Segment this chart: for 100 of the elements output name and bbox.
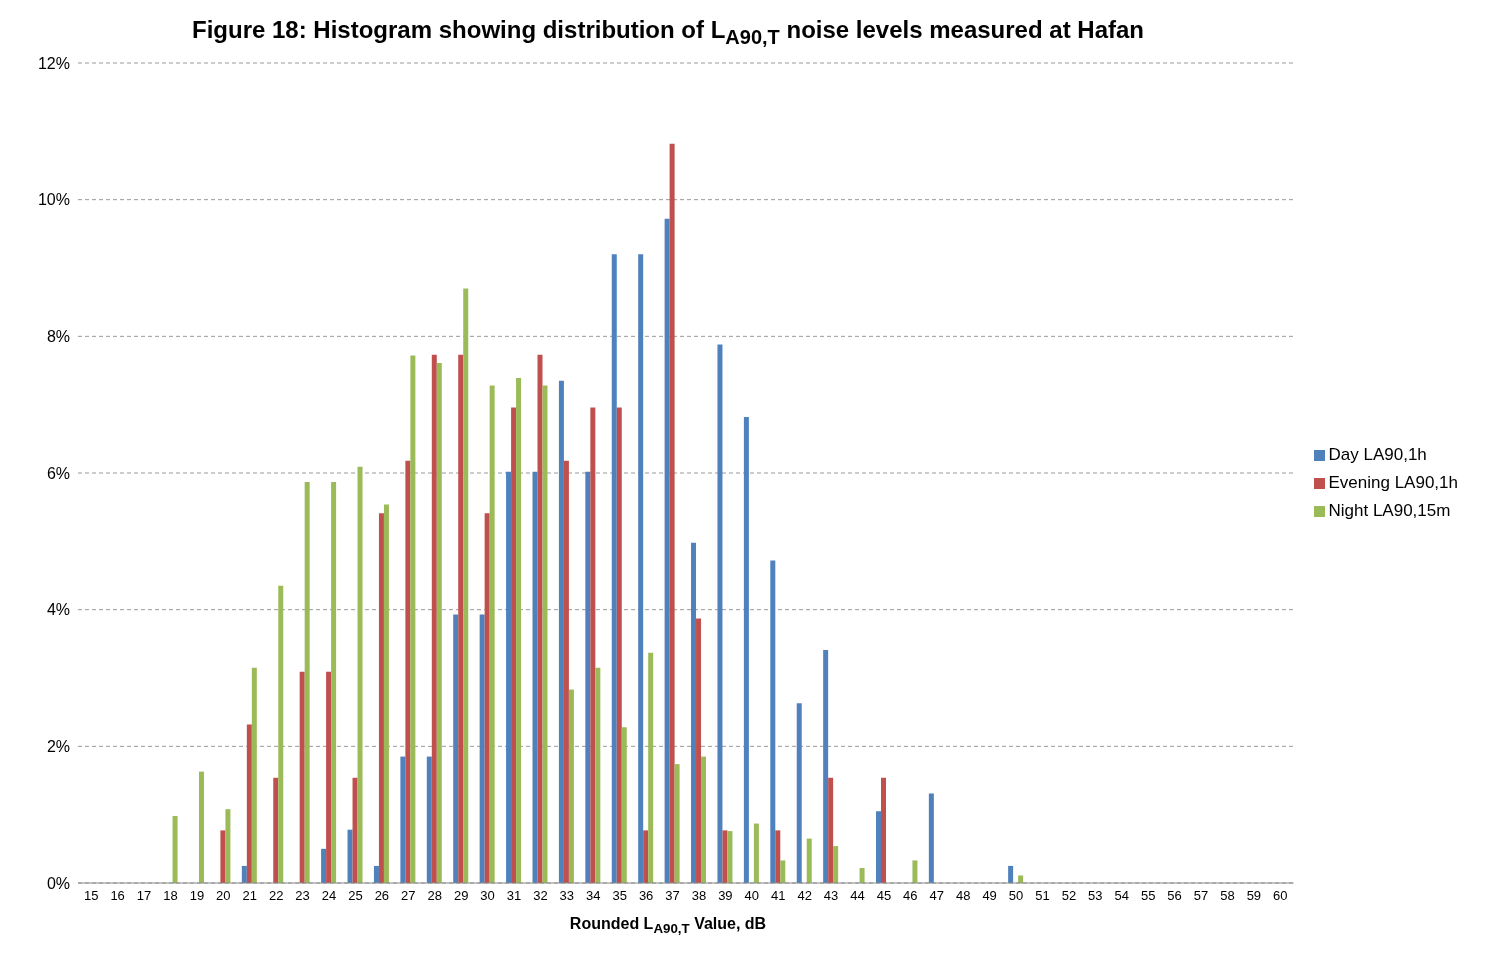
x-tick-label: 29	[453, 888, 469, 904]
bar	[304, 481, 310, 883]
bar	[436, 362, 442, 883]
x-tick-label: 59	[1246, 888, 1262, 904]
x-tick-label: 52	[1061, 888, 1077, 904]
x-tick-label: 58	[1220, 888, 1235, 904]
y-tick-label: 8%	[46, 327, 70, 345]
x-tick-label: 38	[691, 888, 707, 904]
bar	[563, 460, 569, 883]
x-tick-label: 27	[401, 888, 416, 904]
x-tick-label: 43	[823, 888, 839, 904]
bar	[278, 585, 284, 883]
bar	[691, 542, 697, 883]
x-tick-label: 39	[718, 888, 733, 904]
bar	[775, 830, 781, 883]
bar	[643, 830, 649, 883]
bar	[426, 756, 432, 883]
bar	[648, 652, 654, 883]
bar	[1018, 875, 1024, 883]
bar	[770, 560, 776, 883]
x-tick-label: 25	[348, 888, 363, 904]
x-tick-label: 32	[533, 888, 548, 904]
x-tick-label: 17	[136, 888, 152, 904]
bar	[833, 845, 839, 883]
bar	[273, 777, 279, 883]
y-tick-label: 4%	[46, 601, 70, 619]
y-tick-label: 0%	[46, 874, 70, 892]
bar	[299, 671, 305, 883]
bar	[489, 385, 495, 883]
bar	[912, 860, 918, 883]
x-tick-label: 41	[771, 888, 786, 904]
bar	[326, 671, 332, 883]
bar	[532, 471, 538, 883]
x-tick-label: 44	[850, 888, 865, 904]
bar	[321, 848, 327, 883]
legend-label: Evening LA90,1h	[1328, 472, 1458, 492]
bar	[796, 703, 802, 883]
bar	[881, 777, 886, 883]
bar	[611, 254, 617, 883]
bar	[458, 354, 464, 883]
bar	[378, 513, 384, 883]
x-tick-label: 35	[612, 888, 627, 904]
x-tick-label: 60	[1273, 888, 1288, 904]
x-tick-label: 49	[982, 888, 997, 904]
x-tick-label: 45	[876, 888, 892, 904]
x-tick-label: 55	[1140, 888, 1156, 904]
bar	[511, 407, 517, 883]
legend-label: Night LA90,15m	[1328, 500, 1451, 520]
x-tick-label: 33	[559, 888, 575, 904]
bar	[537, 354, 543, 883]
x-tick-label: 46	[903, 888, 918, 904]
bar	[828, 777, 834, 883]
bar	[241, 865, 247, 883]
bar	[876, 811, 881, 883]
bar	[331, 481, 337, 883]
bar	[595, 667, 601, 883]
x-tick-label: 48	[955, 888, 971, 904]
bar	[463, 288, 469, 883]
bar	[400, 756, 406, 883]
x-tick-label: 21	[242, 888, 257, 904]
bar	[717, 344, 723, 883]
bar	[743, 416, 749, 883]
x-tick-label: 56	[1167, 888, 1182, 904]
bar	[928, 793, 934, 883]
bar	[558, 380, 564, 883]
x-tick-label: 50	[1008, 888, 1024, 904]
bar	[479, 614, 485, 883]
x-tick-label: 34	[586, 888, 601, 904]
bar	[383, 504, 389, 883]
bar	[806, 838, 812, 883]
x-tick-label: 16	[110, 888, 125, 904]
bar	[823, 649, 829, 883]
bar	[357, 466, 363, 883]
bar	[590, 407, 596, 883]
bar	[246, 724, 252, 883]
bar	[638, 254, 644, 883]
bar	[405, 460, 411, 883]
y-tick-label: 12%	[37, 54, 70, 72]
bar	[859, 867, 865, 883]
x-tick-label: 24	[321, 888, 337, 904]
x-tick-label: 37	[665, 888, 680, 904]
bar	[516, 377, 522, 883]
bar	[198, 771, 204, 883]
x-tick-label: 19	[189, 888, 205, 904]
x-tick-label: 18	[163, 888, 178, 904]
bar	[585, 471, 591, 883]
x-tick-label: 20	[216, 888, 231, 904]
bar	[701, 756, 707, 883]
x-axis-title: Rounded L$_{A90,T}$ Value, dB	[568, 914, 768, 936]
bar	[1008, 865, 1014, 883]
bar	[727, 830, 733, 883]
bar	[172, 815, 178, 883]
x-tick-label: 28	[427, 888, 442, 904]
x-tick-label: 54	[1114, 888, 1129, 904]
bar	[664, 218, 670, 883]
x-tick-label: 30	[480, 888, 495, 904]
bar	[753, 823, 759, 883]
x-tick-label: 23	[295, 888, 310, 904]
bar	[542, 385, 548, 883]
x-tick-label: 22	[268, 888, 284, 904]
